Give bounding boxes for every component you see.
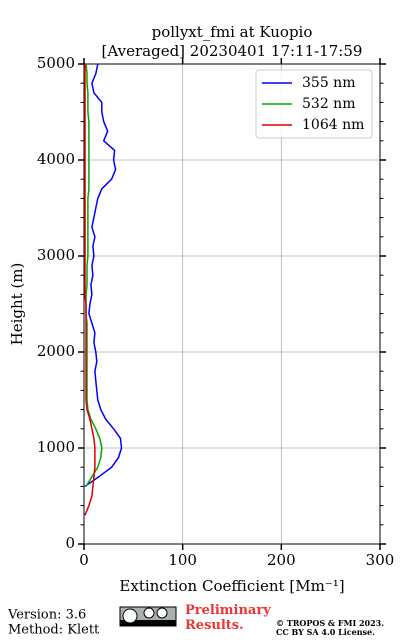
y-tick-label: 4000	[37, 150, 75, 168]
license: CC BY SA 4.0 License.	[276, 627, 375, 637]
x-tick-label: 0	[79, 551, 89, 569]
y-axis-label: Height (m)	[8, 263, 26, 346]
preliminary-note: Preliminary Results.	[185, 603, 271, 633]
x-tick-label: 300	[366, 551, 395, 569]
method: Method: Klett	[8, 623, 100, 638]
title-line: pollyxt_fmi at Kuopio	[152, 23, 313, 41]
profile-line	[84, 64, 96, 516]
x-tick-label: 100	[168, 551, 197, 569]
x-tick-label: 200	[267, 551, 296, 569]
profile-line	[85, 63, 103, 487]
copyright: © TROPOS & FMI 2023.	[276, 618, 384, 628]
plot-frame	[83, 63, 381, 545]
legend-box	[255, 69, 373, 139]
y-tick-label: 2000	[37, 342, 75, 360]
legend-label: 355 nm	[302, 75, 355, 91]
y-tick-label: 3000	[37, 246, 75, 264]
x-axis-label: Extinction Coefficient [Mm⁻¹]	[119, 577, 344, 595]
legend-label: 1064 nm	[302, 117, 364, 133]
version: Version: 3.6	[7, 608, 86, 623]
legend-label: 532 nm	[302, 96, 355, 112]
title-line: [Averaged] 20230401 17:11-17:59	[102, 42, 363, 60]
y-tick-label: 1000	[37, 438, 75, 456]
profile-line	[84, 63, 123, 488]
cc-logo	[119, 606, 177, 627]
y-tick-label: 5000	[37, 54, 75, 72]
y-tick-label: 0	[65, 534, 75, 552]
